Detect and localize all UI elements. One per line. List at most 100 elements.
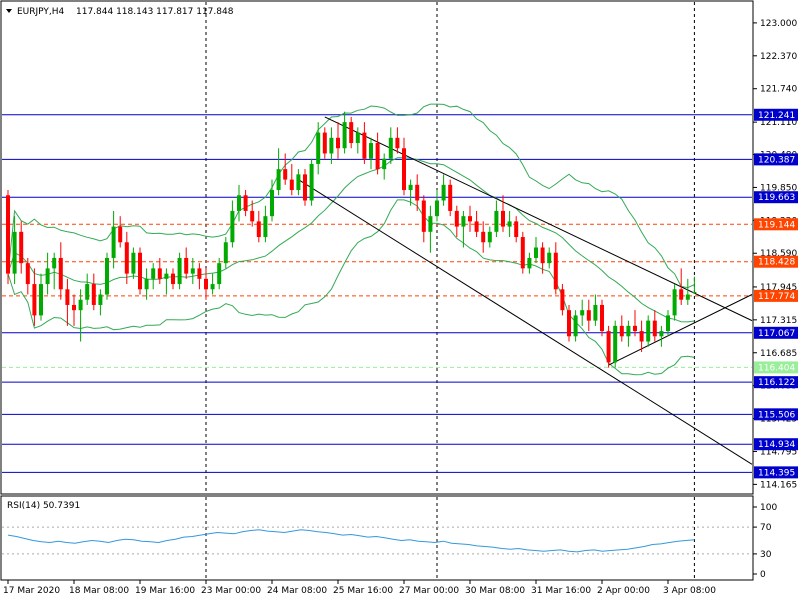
candle-body bbox=[593, 304, 598, 321]
y-tick-label: 121.110 bbox=[760, 118, 797, 128]
candle-body bbox=[138, 252, 142, 290]
candle-body bbox=[692, 292, 697, 294]
y-tick-label: 121.740 bbox=[760, 85, 797, 95]
candle-body bbox=[388, 137, 393, 159]
chart-title: EURJPY,H4 bbox=[17, 7, 65, 17]
y-tick-label: 118.590 bbox=[760, 249, 797, 259]
candle-body bbox=[270, 190, 274, 217]
rsi-label: RSI(14) 50.7391 bbox=[7, 501, 80, 511]
price-tag-label: 117.774 bbox=[758, 292, 795, 302]
candle-body bbox=[474, 221, 479, 232]
candle-body bbox=[619, 325, 624, 337]
candle-body bbox=[197, 268, 202, 279]
candle-body bbox=[494, 210, 499, 232]
candle-body bbox=[131, 252, 136, 274]
x-tick-label: 27 Mar 00:00 bbox=[399, 586, 459, 596]
y-tick-label: 117.945 bbox=[760, 283, 797, 293]
candle-body bbox=[118, 226, 123, 243]
x-tick-label: 30 Mar 08:00 bbox=[465, 586, 525, 596]
candle-body bbox=[52, 257, 57, 269]
candle-body bbox=[157, 268, 162, 279]
rsi-line bbox=[7, 529, 695, 553]
candle-body bbox=[639, 331, 644, 342]
bollinger-bands bbox=[7, 103, 695, 376]
candle-body bbox=[540, 247, 545, 264]
candle-body bbox=[91, 284, 96, 305]
candle-body bbox=[672, 289, 677, 316]
candle-body bbox=[685, 294, 690, 300]
candle-body bbox=[468, 216, 472, 222]
candle-body bbox=[45, 268, 50, 285]
candle-body bbox=[309, 163, 314, 201]
candle-body bbox=[402, 148, 406, 191]
candle-body bbox=[144, 278, 149, 290]
candle-body bbox=[12, 231, 17, 274]
price-tag-bg bbox=[754, 153, 798, 166]
price-tag-label: 116.122 bbox=[758, 378, 795, 388]
candle-body bbox=[230, 210, 235, 243]
price-tag-bg bbox=[754, 361, 798, 374]
candle-body bbox=[124, 242, 129, 274]
candle-body bbox=[65, 289, 70, 305]
candles bbox=[6, 111, 697, 368]
candle-body bbox=[78, 299, 83, 311]
rsi-tick-label: 0 bbox=[760, 570, 766, 580]
price-tag-bg bbox=[754, 108, 798, 121]
candle-body bbox=[487, 231, 492, 243]
candle-body bbox=[171, 273, 175, 285]
candle-body bbox=[329, 137, 334, 154]
price-tag-bg bbox=[754, 289, 798, 302]
y-tick-label: 114.795 bbox=[760, 447, 797, 457]
rsi-tick-label: 30 bbox=[760, 550, 772, 560]
candle-body bbox=[659, 331, 664, 337]
candle-body bbox=[586, 310, 591, 321]
y-tick-label: 116.685 bbox=[760, 349, 797, 359]
candle-body bbox=[98, 294, 103, 305]
candle-body bbox=[25, 263, 30, 285]
candle-body bbox=[382, 158, 387, 170]
candle-body bbox=[547, 252, 552, 264]
candle-body bbox=[514, 221, 519, 238]
x-axis: 17 Mar 2020 18 Mar 08:00 19 Mar 16:00 23 Ma… bbox=[3, 580, 716, 596]
candle-body bbox=[210, 284, 215, 290]
candle-body bbox=[151, 268, 156, 279]
candle-body bbox=[6, 195, 10, 274]
candle-body bbox=[567, 310, 571, 337]
ohlc-readout: 117.844 118.143 117.817 117.848 bbox=[76, 7, 234, 17]
candle-body bbox=[652, 320, 657, 337]
candle-body bbox=[435, 200, 439, 217]
candle-body bbox=[184, 257, 189, 274]
candle-body bbox=[666, 315, 670, 332]
candle-body bbox=[560, 289, 565, 311]
y-tick-label: 123.000 bbox=[760, 19, 797, 29]
price-tag-label: 120.387 bbox=[758, 155, 795, 165]
candle-body bbox=[32, 284, 37, 316]
candle-body bbox=[613, 325, 618, 363]
candle-body bbox=[204, 278, 208, 290]
y-tick-label: 117.315 bbox=[760, 316, 797, 326]
y-tick-label: 114.165 bbox=[760, 480, 797, 490]
x-tick-label: 24 Mar 08:00 bbox=[267, 586, 327, 596]
candle-body bbox=[369, 143, 373, 159]
main-plot-frame bbox=[0, 0, 754, 495]
price-tag-label: 118.428 bbox=[758, 258, 795, 268]
candle-body bbox=[408, 184, 413, 191]
price-tag-bg bbox=[754, 376, 798, 389]
candle-body bbox=[428, 216, 433, 232]
candle-body bbox=[256, 221, 261, 238]
bollinger-middle-band bbox=[7, 157, 695, 323]
rsi-tick-label: 70 bbox=[760, 523, 772, 533]
candle-body bbox=[679, 289, 684, 300]
symbol-dropdown-icon[interactable] bbox=[6, 9, 12, 13]
price-tag-bg bbox=[754, 191, 798, 204]
x-tick-label: 18 Mar 08:00 bbox=[69, 586, 129, 596]
candle-body bbox=[421, 200, 426, 232]
price-tag-label: 115.506 bbox=[758, 410, 795, 420]
price-tag-bg bbox=[754, 326, 798, 339]
candle-body bbox=[395, 137, 400, 149]
x-tick-label: 17 Mar 2020 bbox=[3, 586, 60, 596]
candle-body bbox=[19, 231, 24, 264]
candle-body bbox=[362, 132, 367, 159]
candle-body bbox=[316, 132, 321, 164]
